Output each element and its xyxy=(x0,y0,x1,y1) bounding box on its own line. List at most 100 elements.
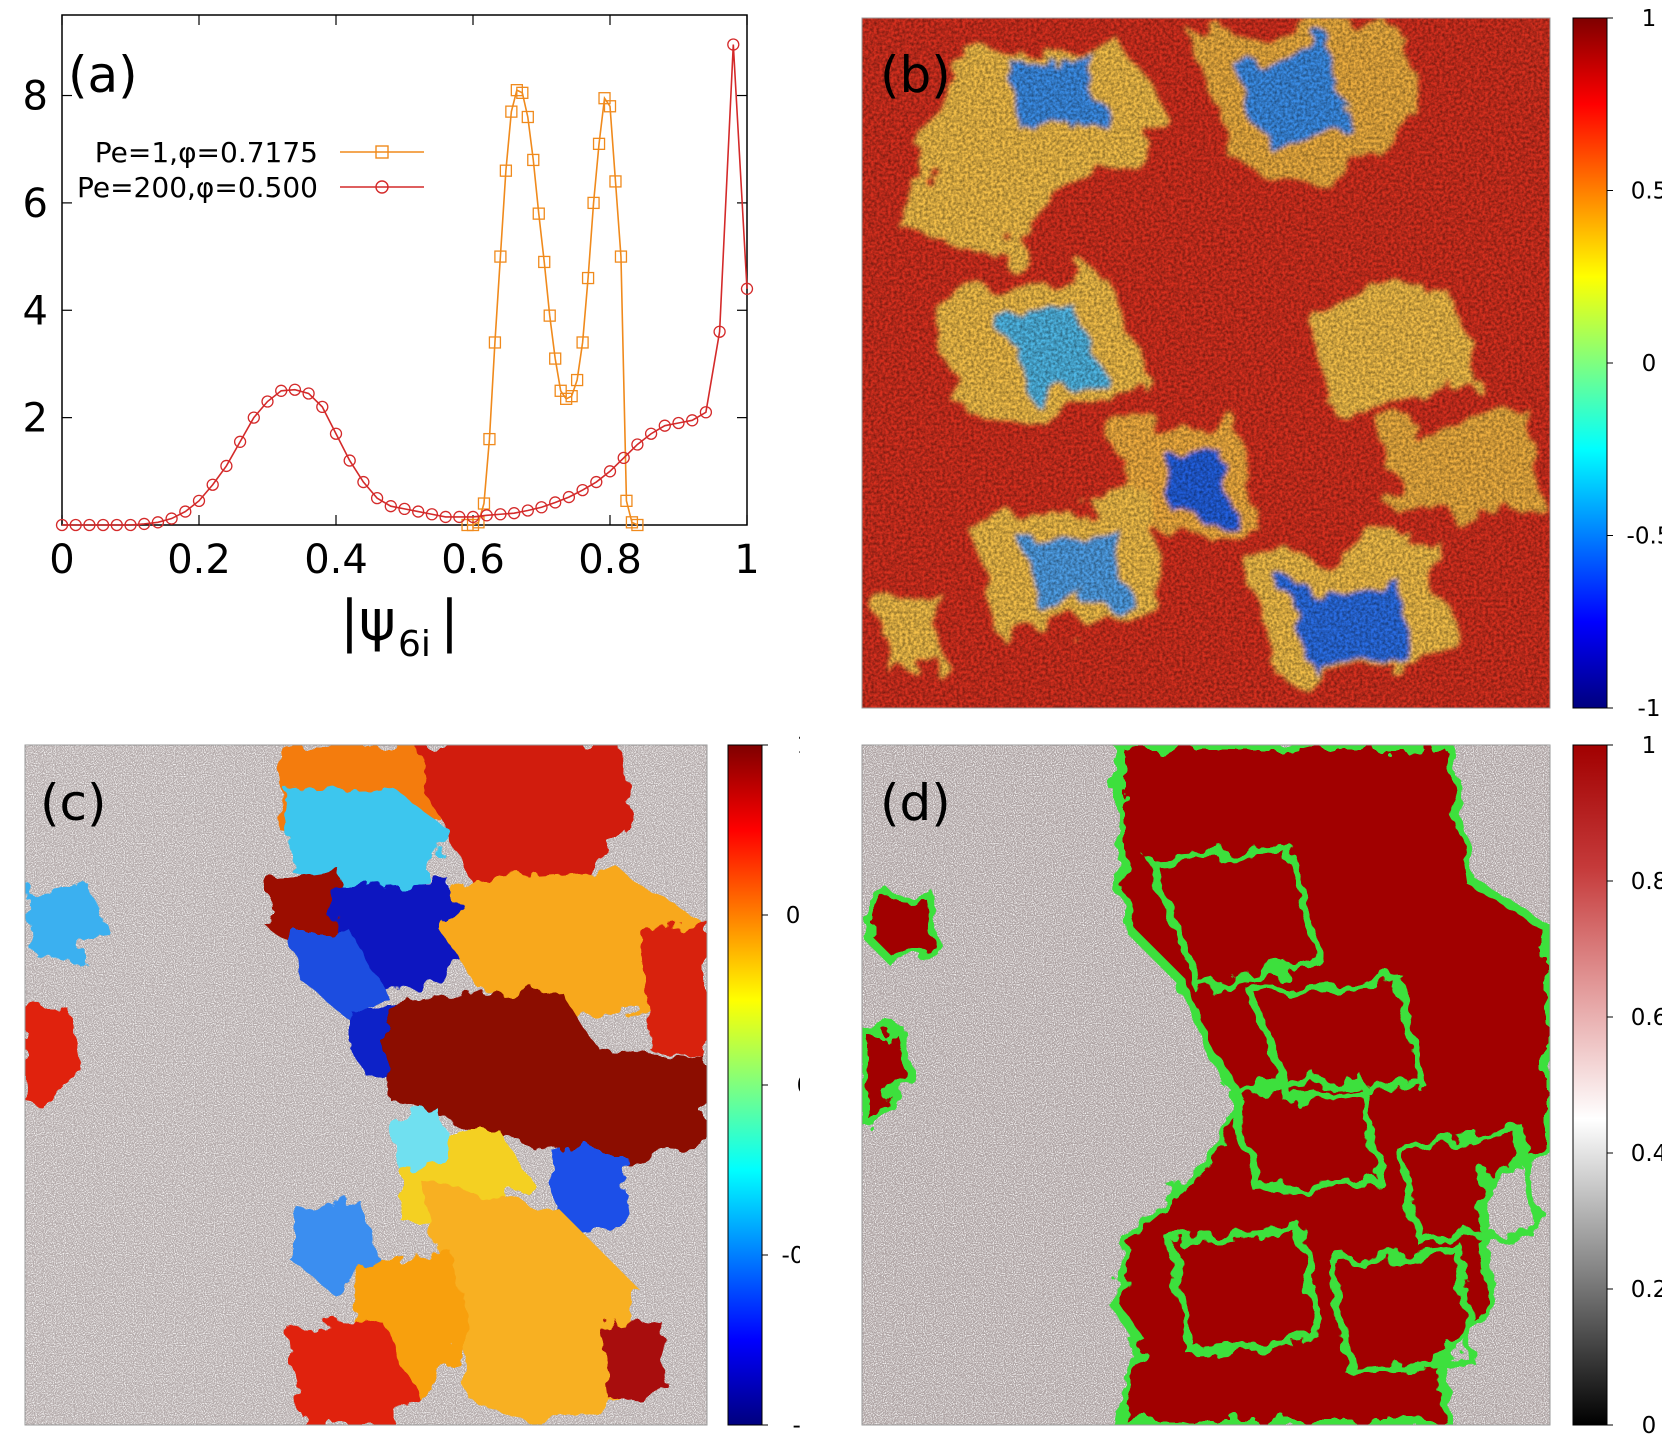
data-point-circle xyxy=(535,501,548,514)
data-point-circle xyxy=(288,383,302,396)
colorbar-tick-label: 1 xyxy=(1642,733,1657,759)
legend-entry-red: Pe=200,φ=0.500 xyxy=(77,171,318,204)
data-point-circle xyxy=(631,438,644,451)
data-point-circle xyxy=(55,518,69,532)
data-point-circle xyxy=(740,282,754,295)
data-point-circle xyxy=(576,483,589,497)
legend-marker-circle xyxy=(375,180,389,194)
panel-b-heatmap: (b) 1 0.5 0 -0.5 -1 xyxy=(861,6,1662,720)
y-tick-label: 4 xyxy=(23,288,48,334)
panel-a-x-axis-label: |ψ 6i | xyxy=(340,589,459,665)
panel-c-colorbar-ticks: 1 0.5 0 -0.5 -1 xyxy=(762,733,800,1439)
data-point-circle xyxy=(549,496,562,509)
data-point-square xyxy=(631,518,644,532)
data-point-square xyxy=(549,352,562,365)
data-point-square xyxy=(488,336,502,349)
panel-c-heatmap: (c) 1 0.5 0 -0.5 -1 xyxy=(24,733,800,1439)
data-point-square xyxy=(592,137,606,150)
legend-entry-orange: Pe=1,φ=0.7175 xyxy=(95,136,318,169)
y-tick-label: 8 xyxy=(23,74,48,120)
data-point-circle xyxy=(96,518,110,532)
panel-c-frame xyxy=(24,744,708,1426)
x-tick-label: 0.8 xyxy=(578,537,642,583)
data-point-square xyxy=(620,494,633,507)
x-axis-label-main: |ψ xyxy=(340,589,396,654)
colorbar-tick-label: -0.5 xyxy=(782,1243,800,1269)
panel-a-plot-frame xyxy=(61,14,748,526)
panel-b-colorbar-ticks: 1 0.5 0 -0.5 -1 xyxy=(1607,6,1662,720)
data-point-circle xyxy=(179,505,192,518)
data-point-circle xyxy=(590,475,603,489)
colorbar-tick-label: -0.5 xyxy=(1627,524,1662,550)
data-point-circle xyxy=(165,512,178,525)
x-tick-label: 0.6 xyxy=(441,537,505,583)
data-point-circle xyxy=(644,427,658,440)
data-point-square xyxy=(614,250,628,263)
data-point-circle xyxy=(192,494,206,507)
data-point-square xyxy=(494,250,507,263)
x-axis-label-close: | xyxy=(440,589,459,654)
data-point-square xyxy=(505,105,518,118)
panel-a-y-ticks: 2 4 6 8 xyxy=(23,74,747,442)
data-point-circle xyxy=(83,518,96,532)
data-point-circle xyxy=(727,38,740,51)
colorbar-tick-label: 0 xyxy=(1642,351,1657,377)
colorbar-tick-label: 0.2 xyxy=(1631,1277,1662,1303)
data-point-circle xyxy=(69,518,82,532)
data-point-square xyxy=(581,271,595,285)
data-point-circle xyxy=(713,325,726,338)
x-tick-label: 1 xyxy=(734,537,759,583)
colorbar-tick-label: 0 xyxy=(1642,1413,1657,1439)
colorbar-tick-label: 0.6 xyxy=(1631,1005,1662,1031)
data-point-circle xyxy=(494,508,507,521)
colorbar-tick-label: 0.4 xyxy=(1631,1141,1662,1167)
x-tick-label: 0 xyxy=(49,537,74,583)
x-axis-label-subscript: 6i xyxy=(398,624,431,665)
colorbar-tick-label: 1 xyxy=(797,733,800,759)
colorbar-tick-label: 0.5 xyxy=(1631,179,1662,205)
data-point-circle xyxy=(453,510,466,524)
data-point-circle xyxy=(686,414,699,427)
panel-b-label: (b) xyxy=(880,46,951,104)
data-point-square xyxy=(532,207,545,220)
data-point-square xyxy=(538,255,551,269)
x-tick-label: 0.4 xyxy=(304,537,368,583)
colorbar-tick-label: 1 xyxy=(1642,6,1657,32)
data-point-circle xyxy=(398,502,411,516)
data-point-circle xyxy=(220,459,233,473)
data-point-circle xyxy=(425,508,439,521)
panel-a-label: (a) xyxy=(68,46,138,104)
panel-a-x-ticks: 0 0.2 0.4 0.6 0.8 1 xyxy=(49,15,760,583)
data-point-square xyxy=(565,390,578,403)
data-point-circle xyxy=(261,395,274,408)
data-point-circle xyxy=(617,451,630,465)
legend-marker-square xyxy=(375,145,389,159)
data-point-square xyxy=(543,309,556,322)
panel-d-colorbar-ticks: 1 0.8 0.6 0.4 0.2 0 xyxy=(1607,733,1662,1439)
panel-b-frame xyxy=(861,17,1551,709)
data-point-circle xyxy=(329,427,343,440)
data-point-circle xyxy=(507,507,521,520)
colorbar-tick-label: -1 xyxy=(793,1413,800,1439)
panel-b-colorbar xyxy=(1572,17,1608,709)
data-point-square xyxy=(609,175,622,188)
data-point-circle xyxy=(699,406,713,419)
data-point-square xyxy=(521,110,534,124)
panel-a-series xyxy=(55,38,754,532)
data-point-circle xyxy=(151,516,165,529)
panel-d-frame xyxy=(861,744,1551,1426)
data-point-circle xyxy=(233,435,247,448)
colorbar-tick-label: -1 xyxy=(1638,696,1661,720)
data-point-circle xyxy=(275,384,288,397)
y-tick-label: 2 xyxy=(23,396,48,442)
data-point-circle xyxy=(316,400,329,414)
data-point-square xyxy=(516,86,529,99)
data-point-square xyxy=(499,164,513,177)
panel-a-line-chart: (a) 0 0.2 0.4 0.6 0.8 1 2 4 6 8 Pe=1,φ=0.7175 Pe… xyxy=(23,14,760,665)
panel-c-field xyxy=(25,745,707,1425)
data-point-circle xyxy=(138,517,151,531)
data-point-circle xyxy=(480,509,493,522)
data-point-square xyxy=(570,373,584,387)
data-point-circle xyxy=(562,490,576,504)
data-point-circle xyxy=(603,465,617,478)
